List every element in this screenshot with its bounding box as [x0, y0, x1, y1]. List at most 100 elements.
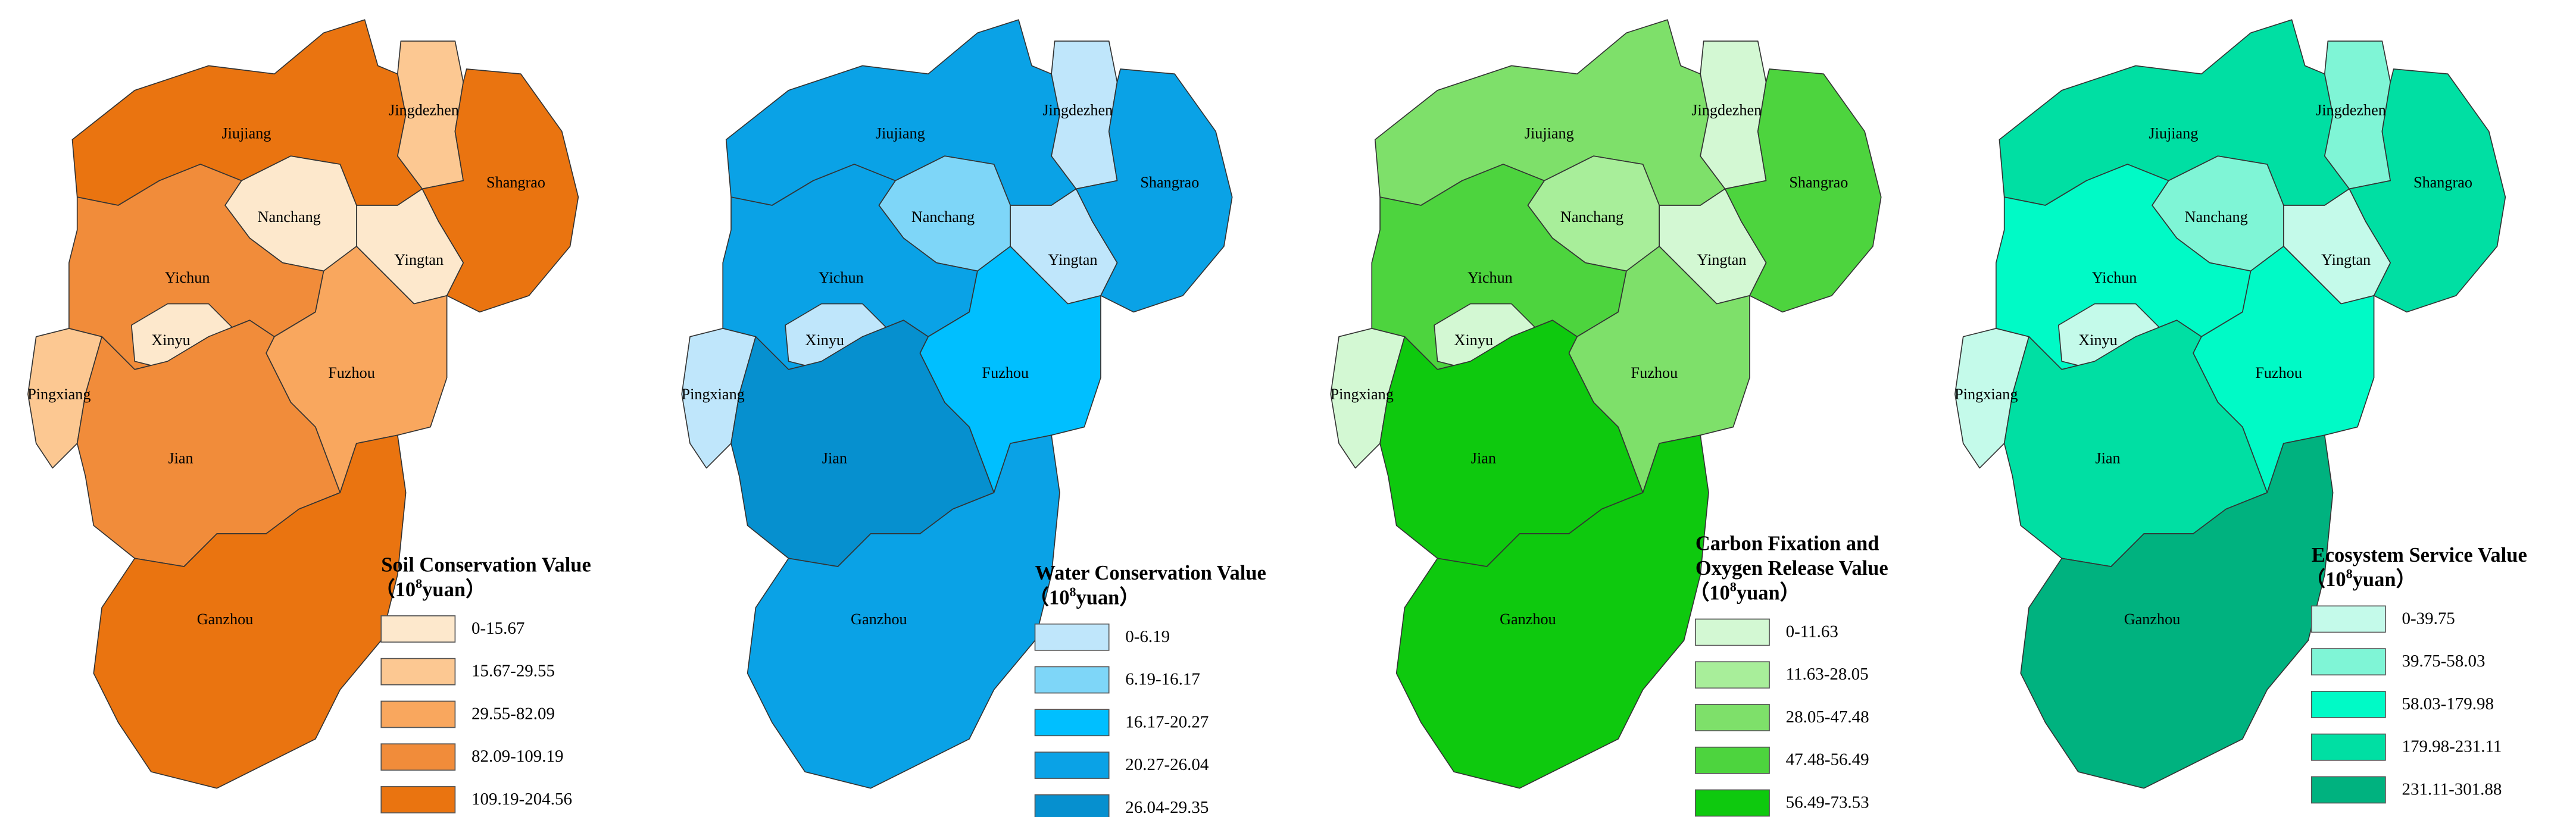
unit-prefix: （10 — [1689, 581, 1730, 604]
region — [2349, 68, 2506, 313]
region — [93, 434, 407, 789]
region-label: Jingdezhen — [1691, 102, 1762, 119]
region-label: Jian — [168, 450, 193, 467]
region-label: Pingxiang — [1954, 386, 2018, 403]
legend-swatch — [380, 786, 456, 813]
legend-swatch — [1695, 746, 1770, 774]
region-label: Jingdezhen — [2316, 102, 2386, 119]
region-label: Jian — [822, 450, 847, 467]
legend-swatch — [1034, 623, 1110, 651]
region-label: Xinyu — [2078, 331, 2118, 349]
legend-title: Water Conservation Value — [1035, 562, 1266, 584]
legend-swatch — [1034, 752, 1110, 779]
region-label: Jiujiang — [2149, 124, 2198, 142]
legend-swatch — [380, 700, 456, 728]
region-label: Fuzhou — [2255, 364, 2302, 381]
region — [421, 68, 579, 313]
legend-title: Oxygen Release Value — [1696, 557, 1888, 580]
map-panel: Jiujiang Jingdezhen Shangrao Nanchang Yingta… — [1954, 19, 2527, 804]
legend-label: 6.19-16.17 — [1125, 670, 1200, 689]
unit-suffix: yuan） — [2353, 568, 2416, 591]
region-label: Jian — [2095, 450, 2120, 467]
region-label: Jiujiang — [221, 124, 271, 142]
region-label: Shangrao — [486, 174, 545, 191]
legend-label: 231.11-301.88 — [2402, 780, 2502, 799]
legend-swatch — [380, 615, 456, 643]
region — [1724, 68, 1882, 313]
legend-label: 26.04-29.35 — [1125, 798, 1209, 817]
legend-title: Ecosystem Service Value — [2312, 544, 2527, 566]
legend-label: 11.63-28.05 — [1786, 665, 1869, 684]
region-label: Fuzhou — [982, 364, 1029, 381]
legend-title: Carbon Fixation and — [1696, 533, 1879, 555]
map-panel: Jiujiang Jingdezhen Shangrao Nanchang Yingta… — [27, 19, 591, 813]
legend-label: 58.03-179.98 — [2402, 694, 2493, 713]
legend-label: 0-11.63 — [1786, 622, 1838, 641]
unit-exponent: 8 — [1730, 580, 1737, 594]
legend-swatch — [2310, 605, 2386, 633]
unit-prefix: （10 — [2305, 568, 2346, 591]
legend-swatch — [1695, 789, 1770, 817]
legend-label: 28.05-47.48 — [1786, 708, 1869, 727]
region-label: Fuzhou — [1631, 364, 1678, 381]
region — [747, 434, 1060, 789]
region-label: Jiujiang — [876, 124, 925, 142]
legend-swatch — [1695, 704, 1770, 731]
unit-suffix: yuan） — [1076, 586, 1140, 609]
region-label: Ganzhou — [197, 611, 254, 628]
region — [1075, 68, 1233, 313]
region-label: Jian — [1471, 450, 1496, 467]
legend-label: 0-15.67 — [472, 619, 524, 638]
region-label: Shangrao — [1789, 174, 1848, 191]
region-label: Yingtan — [1697, 251, 1747, 268]
legend-swatch — [2310, 691, 2386, 718]
region-label: Yichun — [165, 269, 210, 286]
region-label: Yingtan — [2321, 251, 2371, 268]
legend-unit: （108yuan） — [1689, 580, 1800, 605]
unit-suffix: yuan） — [422, 578, 486, 601]
region-label: Ganzhou — [851, 611, 907, 628]
legend-unit: （108yuan） — [374, 576, 486, 601]
legend-swatch — [1034, 794, 1110, 817]
region-label: Yichun — [1467, 269, 1513, 286]
region-label: Yichun — [819, 269, 864, 286]
region-label: Shangrao — [2413, 174, 2472, 191]
region-label: Shangrao — [1140, 174, 1199, 191]
region-label: Yingtan — [1048, 251, 1098, 268]
map-panel: Jiujiang Jingdezhen Shangrao Nanchang Yingta… — [1330, 19, 1888, 817]
legend-swatch — [1034, 709, 1110, 737]
legend-label: 15.67-29.55 — [472, 662, 555, 681]
legend-label: 179.98-231.11 — [2402, 737, 2502, 756]
region-label: Pingxiang — [27, 386, 90, 403]
region-label: Ganzhou — [2124, 611, 2181, 628]
legend-swatch — [1695, 661, 1770, 689]
unit-exponent: 8 — [1069, 584, 1076, 599]
region-label: Nanchang — [258, 208, 321, 226]
region — [1395, 434, 1709, 789]
legend-label: 16.17-20.27 — [1125, 712, 1209, 731]
unit-exponent: 8 — [416, 576, 422, 591]
legend-title: Soil Conservation Value — [381, 553, 591, 576]
region-label: Jiujiang — [1525, 124, 1574, 142]
legend-swatch — [380, 658, 456, 685]
region-label: Fuzhou — [328, 364, 375, 381]
legend-label: 20.27-26.04 — [1125, 755, 1209, 774]
legend-label: 56.49-73.53 — [1786, 793, 1869, 812]
region-label: Pingxiang — [1331, 386, 1394, 403]
legend-label: 39.75-58.03 — [2402, 652, 2485, 671]
region-label: Jingdezhen — [1042, 102, 1113, 119]
region-label: Yingtan — [394, 251, 444, 268]
legend-swatch — [2310, 733, 2386, 761]
legend-swatch — [1034, 666, 1110, 694]
unit-exponent: 8 — [2346, 566, 2353, 581]
legend-label: 0-39.75 — [2402, 609, 2455, 628]
region-label: Nanchang — [2185, 208, 2248, 226]
unit-prefix: （10 — [374, 578, 416, 601]
region-label: Xinyu — [1454, 331, 1494, 349]
region-label: Jingdezhen — [389, 102, 459, 119]
region-label: Nanchang — [911, 208, 975, 226]
legend-swatch — [380, 743, 456, 771]
region — [2020, 434, 2334, 789]
legend-swatch — [1695, 618, 1770, 646]
